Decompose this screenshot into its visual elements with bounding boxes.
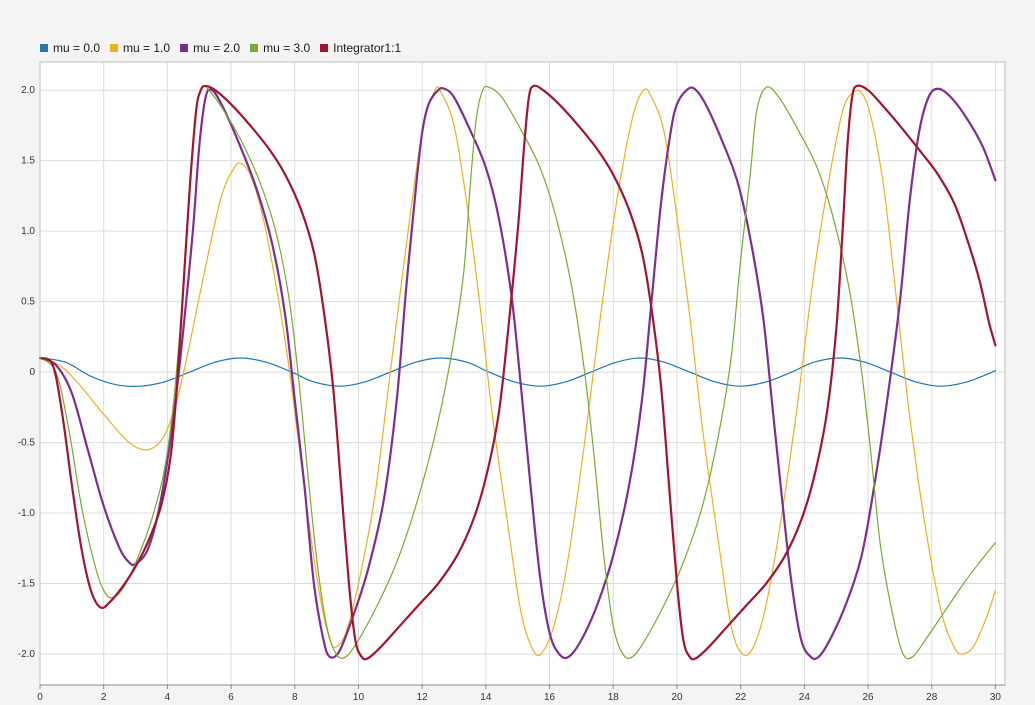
x-tick-label: 8 [292,692,298,703]
legend-label: mu = 2.0 [193,41,241,55]
legend-label: mu = 1.0 [123,41,171,55]
y-tick-label: -0.5 [18,438,36,449]
x-tick-label: 14 [480,692,492,703]
x-tick-label: 18 [608,692,620,703]
x-tick-label: 24 [799,692,811,703]
y-tick-label: -1.0 [18,508,36,519]
legend-swatch [110,44,119,52]
legend-item[interactable]: mu = 2.0 [180,41,240,55]
x-tick-label: 4 [165,692,171,703]
x-tick-label: 12 [417,692,429,703]
x-tick-label: 0 [37,692,43,703]
x-tick-label: 28 [926,692,938,703]
y-tick-label: 0.5 [21,297,35,308]
series-line-integrator1-1 [38,84,997,661]
x-tick-label: 10 [353,692,365,703]
x-tick-label: 26 [862,692,874,703]
y-tick-label: 1.5 [21,156,35,167]
y-tick-label: -2.0 [18,649,36,660]
legend-item[interactable]: mu = 0.0 [40,41,100,55]
y-tick-label: 1.0 [21,226,35,237]
x-axis-ticks: 0 2 4 6 8 10 12 14 16 18 20 22 24 26 28 30 [37,685,1001,703]
legend-swatch [40,44,48,52]
x-tick-label: 20 [671,692,683,703]
legend-item[interactable]: Integrator1:1 [320,41,401,55]
legend-swatch [180,44,189,52]
x-tick-label: 30 [990,692,1002,703]
series-lines [38,84,997,661]
y-tick-label: 0 [29,367,35,378]
legend: mu = 0.0 mu = 1.0 mu = 2.0 mu = 3.0 Integrat… [40,40,401,56]
legend-item[interactable]: mu = 1.0 [110,41,170,55]
y-tick-label: 2.0 [21,85,35,96]
legend-label: mu = 0.0 [53,41,101,55]
x-tick-label: 22 [735,692,747,703]
legend-label: Integrator1:1 [333,41,402,55]
legend-swatch [250,44,259,52]
legend-label: mu = 3.0 [263,41,311,55]
series-line-mu-2-0 [38,86,997,661]
x-tick-label: 2 [101,692,107,703]
x-tick-label: 6 [228,692,234,703]
legend-item[interactable]: mu = 3.0 [250,41,310,55]
y-tick-label: -1.5 [18,579,36,590]
x-tick-label: 16 [544,692,556,703]
legend-swatch [320,44,329,52]
y-axis-ticks: -2.0 -1.5 -1.0 -0.5 0 0.5 1.0 1.5 2.0 [18,85,36,660]
